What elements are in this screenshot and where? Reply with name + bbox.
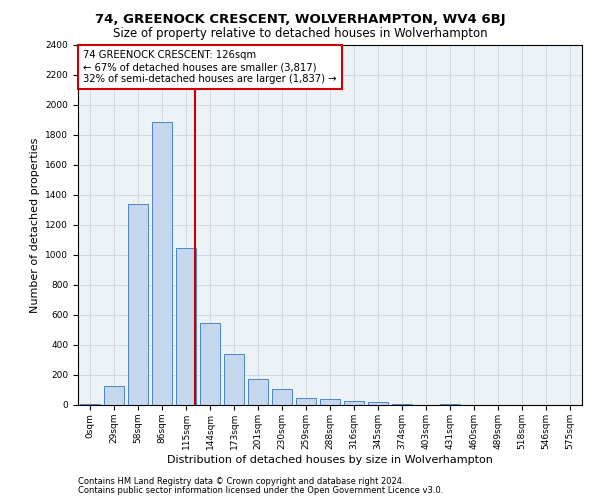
Text: 74, GREENOCK CRESCENT, WOLVERHAMPTON, WV4 6BJ: 74, GREENOCK CRESCENT, WOLVERHAMPTON, WV… [95,12,505,26]
Bar [200,324,220,405]
Bar [368,402,388,405]
Text: Contains public sector information licensed under the Open Government Licence v3: Contains public sector information licen… [78,486,443,495]
Text: 74 GREENOCK CRESCENT: 126sqm
← 67% of detached houses are smaller (3,817)
32% of: 74 GREENOCK CRESCENT: 126sqm ← 67% of de… [83,50,337,84]
Bar [104,386,124,405]
Bar [224,354,244,405]
Bar [272,389,292,405]
Bar [392,404,412,405]
Bar [440,404,460,405]
Bar [128,204,148,405]
Bar [320,399,340,405]
Bar [248,379,268,405]
Bar [296,398,316,405]
Text: Size of property relative to detached houses in Wolverhampton: Size of property relative to detached ho… [113,28,487,40]
Bar [80,404,100,405]
Text: Contains HM Land Registry data © Crown copyright and database right 2024.: Contains HM Land Registry data © Crown c… [78,477,404,486]
X-axis label: Distribution of detached houses by size in Wolverhampton: Distribution of detached houses by size … [167,454,493,464]
Bar [344,400,364,405]
Bar [176,248,196,405]
Y-axis label: Number of detached properties: Number of detached properties [30,138,40,312]
Bar [152,122,172,405]
